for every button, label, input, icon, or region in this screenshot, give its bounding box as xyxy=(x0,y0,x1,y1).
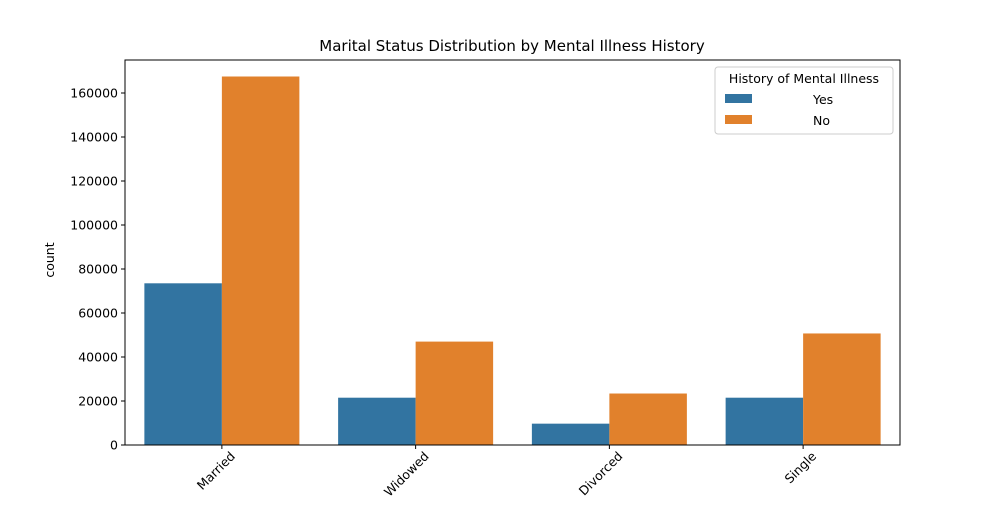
bar-married-no xyxy=(221,76,300,445)
y-tick-label: 40000 xyxy=(78,350,118,365)
bar-married-yes xyxy=(144,283,222,445)
bar-widowed-yes xyxy=(338,397,416,445)
chart-title: Marital Status Distribution by Mental Il… xyxy=(319,37,705,55)
y-tick-label: 60000 xyxy=(78,306,118,321)
y-axis-label: count xyxy=(42,242,57,277)
y-tick-label: 160000 xyxy=(70,86,118,101)
axes-frame xyxy=(124,59,901,446)
y-tick-label: 140000 xyxy=(70,130,118,145)
legend-label-no: No xyxy=(813,113,830,128)
bar-single-yes xyxy=(725,397,804,445)
y-tick-label: 80000 xyxy=(78,262,118,277)
x-tick-label-divorced: Divorced xyxy=(576,449,626,499)
bar-single-no xyxy=(803,333,881,445)
legend: History of Mental Illness Yes No xyxy=(714,66,894,135)
y-tick-label: 0 xyxy=(110,438,118,453)
y-tick-label: 120000 xyxy=(70,174,118,189)
x-tick-label-widowed: Widowed xyxy=(381,449,432,500)
bar-divorced-yes xyxy=(531,423,610,445)
y-tick-label: 20000 xyxy=(78,394,118,409)
legend-swatch-no xyxy=(725,115,752,124)
x-tick-label-married: Married xyxy=(194,449,238,493)
bar-divorced-no xyxy=(609,393,687,445)
legend-label-yes: Yes xyxy=(812,92,833,107)
y-tick-label: 100000 xyxy=(70,218,118,233)
legend-frame xyxy=(714,66,894,135)
bar-widowed-no xyxy=(415,341,494,445)
legend-swatch-yes xyxy=(725,94,752,103)
x-tick-label-single: Single xyxy=(781,448,819,486)
legend-title: History of Mental Illness xyxy=(729,71,879,86)
